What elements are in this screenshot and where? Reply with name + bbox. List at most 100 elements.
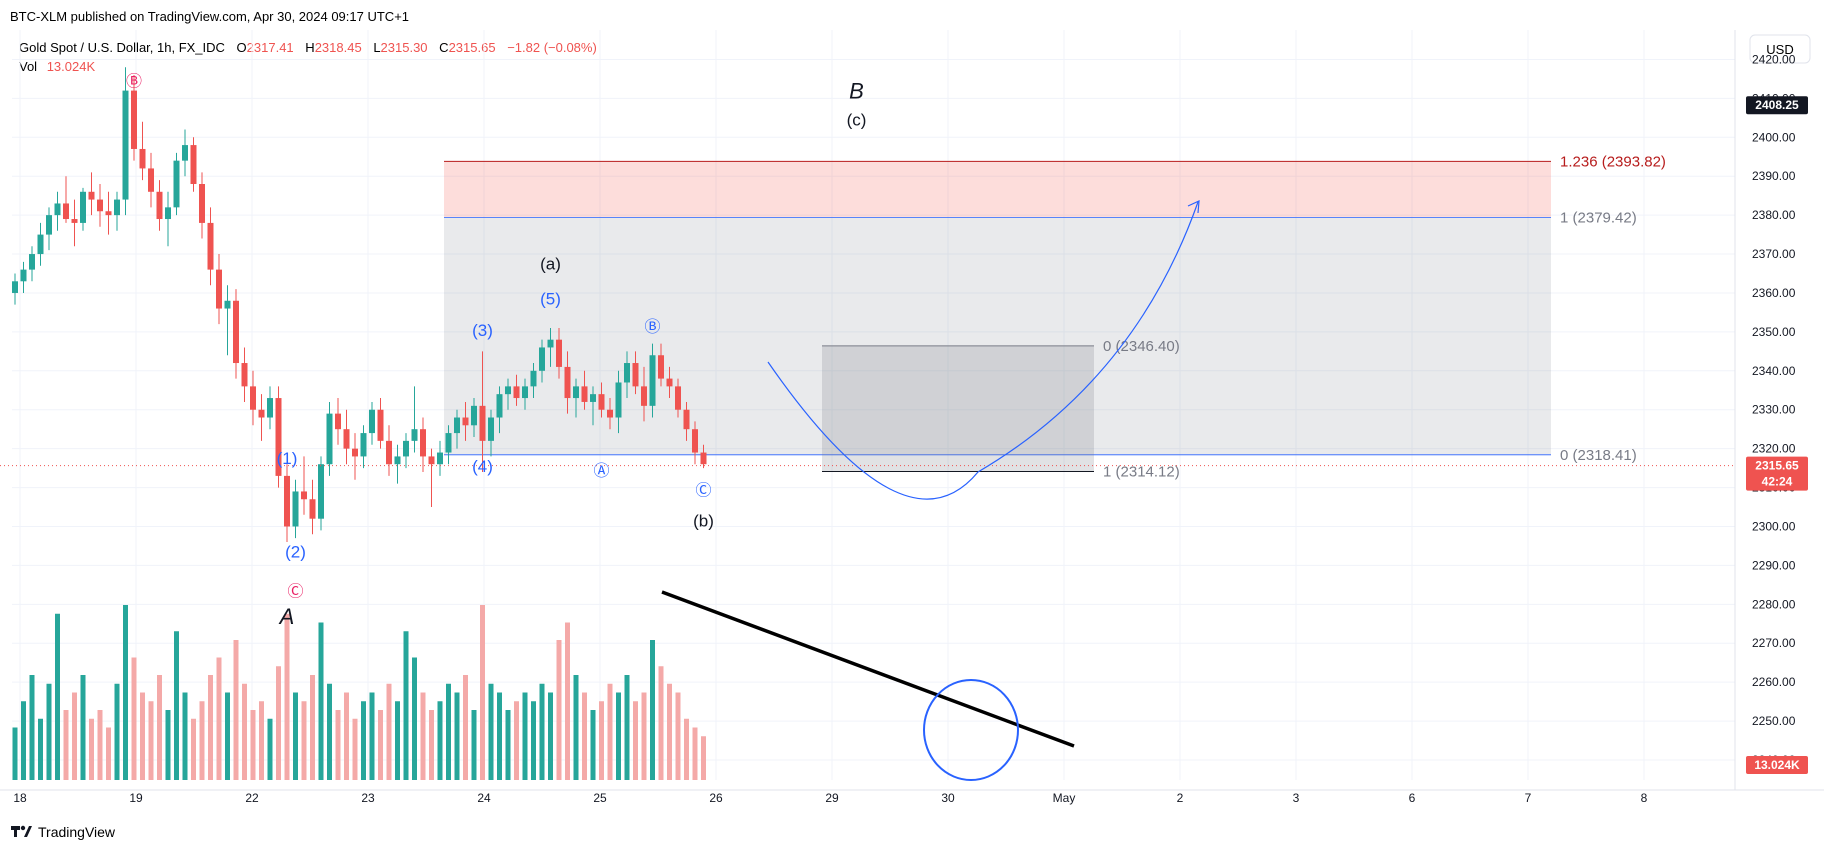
candle-body [658,355,664,379]
volume-bar [344,692,349,780]
candle-body [173,160,180,208]
y-tick-label: 2320.00 [1752,442,1796,456]
candle-body [54,203,61,216]
candle-body [131,90,137,149]
candle-body [547,339,554,348]
volume-bar [667,683,672,780]
wave-label: Ⓑ [126,73,142,91]
volume-bar [174,631,179,780]
volume-bar [361,701,366,780]
legend-change: −1.82 (−0.08%) [507,40,597,55]
volume-bar [369,692,375,780]
candle-body [29,254,35,270]
volume-bar [199,701,205,780]
currency-button-label: USD [1766,42,1793,57]
candle-body [649,355,656,406]
candle-body [522,386,528,399]
legend-ohlc: Gold Spot / U.S. Dollar, 1h, FX_IDC O231… [19,40,597,55]
candle-body [428,456,435,465]
candle-body [190,145,197,184]
volume-bar [378,710,383,780]
candle-body [63,203,69,220]
volume-bar [454,692,460,780]
candle-body [207,222,214,270]
candle-body [598,394,605,410]
volume-bar [157,675,162,780]
candle-body [343,429,350,449]
volume-bar [310,675,315,780]
volume-bar [412,657,417,780]
fib-extension[interactable]: 1.236 (2393.82) 1 (2379.42) 0 (2346.40) 0 (… [444,153,1666,481]
candle-body [37,234,44,255]
candle-body [641,386,647,406]
grid [0,30,1824,791]
drawings[interactable] [0,200,1735,781]
candle-body [700,452,707,465]
wave-label: Ⓐ [593,462,609,480]
price-tag-label: 2408.25 [1755,98,1799,112]
price-tag-box [1746,96,1808,115]
volume-bar [335,710,341,780]
candle-body [411,429,418,441]
candle-body [377,409,384,441]
legend-vol-value: 13.024K [47,59,96,74]
volume-bar [72,692,77,780]
legend-l-label: L [373,40,380,55]
x-tick-label: 8 [1641,791,1648,805]
legend-o-label: O [237,40,247,55]
price-axis[interactable]: 2420.002410.002400.002390.002380.002370.… [1752,52,1796,767]
candle-body [624,363,630,383]
fib-zone-lower [444,217,1551,455]
volume-bar [531,701,536,780]
candle-body [581,386,588,402]
wave-label: (2) [285,543,306,562]
volume-bar [12,727,18,780]
volume-bar [599,701,604,780]
candle-body [479,405,486,441]
y-tick-label: 2360.00 [1752,286,1796,300]
y-tick-label: 2400.00 [1752,130,1796,144]
volume-bar [352,718,358,780]
x-tick-label: 22 [245,791,259,805]
wave-label: (5) [540,290,561,309]
tradingview-logo[interactable]: TradingView [11,824,116,840]
volume-bar [21,701,26,780]
volume-bars [12,605,706,780]
y-tick-label: 2380.00 [1752,208,1796,222]
candle-body [216,269,222,309]
volume-bar [318,622,324,780]
y-tick-label: 2350.00 [1752,325,1796,339]
wave-label: (3) [472,321,493,340]
legend-c-value: 2315.65 [449,40,496,55]
candle-body [666,378,673,387]
volume-bar [446,683,451,780]
candle-body [97,199,103,212]
candle-body [318,464,324,519]
candle-body [437,452,443,465]
volume-bar [633,701,638,780]
volume-bar [471,710,477,780]
volume-bar [225,692,230,780]
x-tick-label: 24 [477,791,491,805]
price-tag-label: 2315.65 [1755,459,1799,473]
volume-bar [582,692,587,780]
y-tick-label: 2370.00 [1752,247,1796,261]
candle-body [573,386,579,399]
candle-body [496,394,503,418]
volume-trendline [661,590,1075,748]
volume-bar [267,718,273,780]
volume-bar [607,683,613,780]
volume-bar [140,692,145,780]
y-tick-label: 2290.00 [1752,558,1796,572]
price-tag-label: 13.024K [1754,758,1800,772]
time-axis[interactable]: 18 19 22 23 24 25 26 29 30 May 2 3 6 7 8 [13,791,1647,805]
volume-bar [463,675,468,780]
x-tick-label: 18 [13,791,27,805]
volume-bar [522,692,528,780]
candle-body [505,386,511,395]
volume-bar [565,622,570,780]
price-tag-box [1746,456,1808,491]
currency-button[interactable]: USD [1749,34,1811,64]
fib-zone-upper [444,161,1551,218]
